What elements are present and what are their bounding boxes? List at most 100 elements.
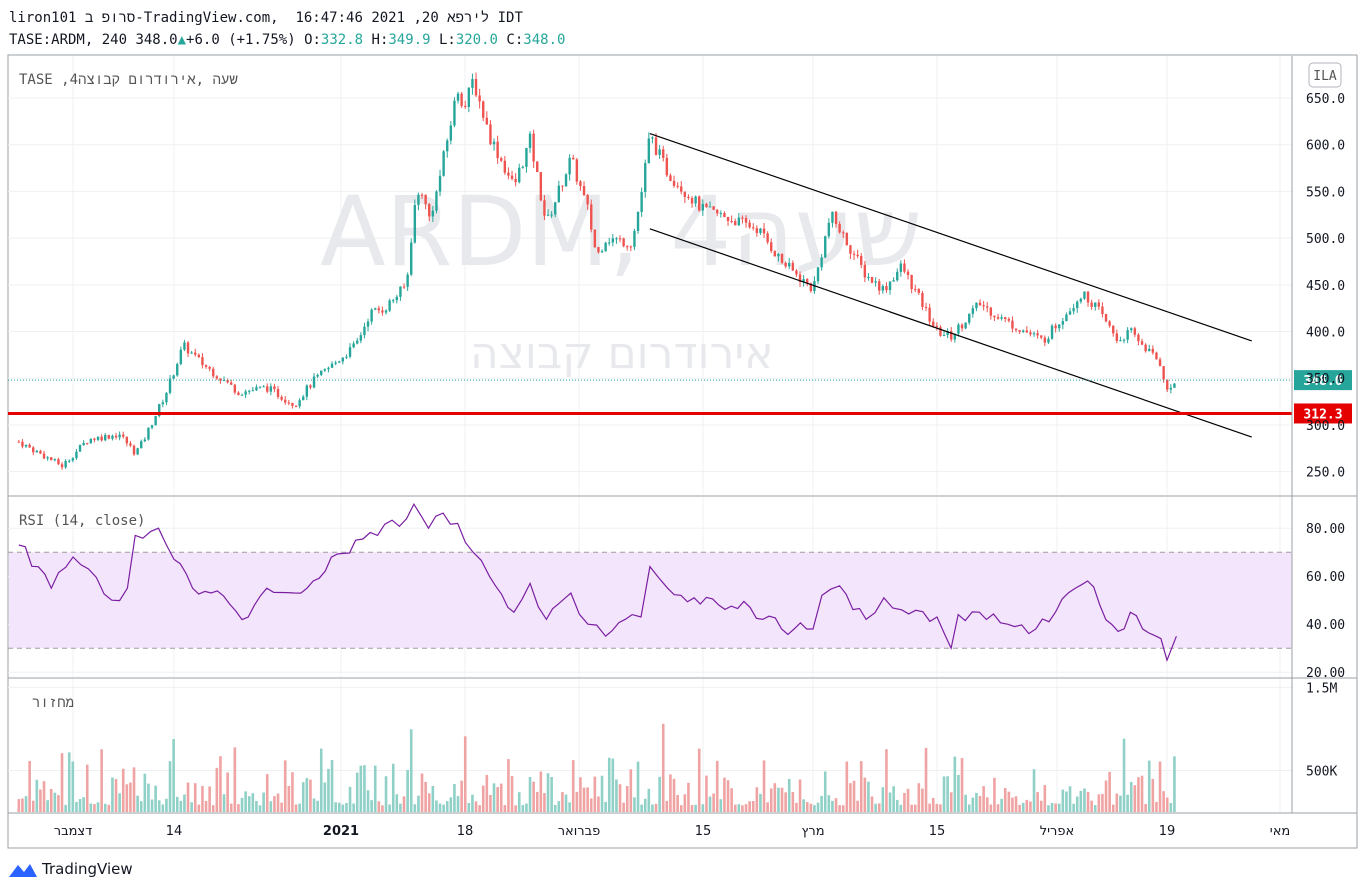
candle-body: [327, 367, 330, 370]
volume-bar: [427, 793, 431, 812]
axes: דצמבר 14 2021 18 פברואר 15 מרץ 15 אפריל 19 מאי 250.…: [54, 92, 1345, 839]
volume-bar: [701, 804, 705, 812]
volume-bar: [445, 801, 449, 812]
candle-body: [309, 385, 312, 388]
volume-bar: [190, 802, 193, 812]
volume-bar: [359, 765, 363, 812]
candle-body: [431, 210, 435, 217]
volume-bar: [291, 772, 294, 812]
candle-body: [330, 363, 334, 368]
price-axis-label: 550.0: [1306, 185, 1345, 200]
volume-bar: [53, 792, 57, 812]
currency-badge[interactable]: [1308, 62, 1342, 88]
candle-body: [1090, 302, 1093, 307]
candle-body: [183, 342, 186, 350]
candle-body: [482, 101, 485, 118]
volume-bar: [226, 772, 229, 812]
volume-bar: [795, 802, 798, 812]
candle-body: [759, 228, 762, 233]
candle-body: [194, 352, 197, 355]
candle-body: [89, 438, 93, 444]
volume-bar: [280, 802, 283, 812]
volume-bar: [366, 790, 370, 812]
volume-bar: [899, 804, 903, 812]
volume-bar: [809, 803, 813, 812]
volume-bar: [885, 749, 888, 812]
candle-body: [1166, 379, 1169, 390]
candle-body: [140, 441, 143, 449]
volume-bar: [784, 792, 787, 812]
volume-bar: [129, 782, 132, 812]
candle-body: [255, 387, 258, 391]
volume-bar: [600, 775, 604, 812]
candle-body: [564, 174, 568, 187]
volume-bar: [751, 801, 755, 812]
candle-body: [964, 322, 967, 329]
candle-body: [723, 213, 726, 217]
close-label: C:: [506, 32, 524, 48]
candle-body: [291, 402, 294, 406]
candle-body: [132, 445, 136, 455]
tradingview-logo[interactable]: TradingView: [8, 860, 133, 878]
candle-body: [582, 186, 586, 196]
volume-bar: [762, 760, 766, 812]
time-axis-label: 19: [1159, 824, 1176, 839]
volume-bar: [229, 803, 233, 812]
candle-body: [849, 245, 852, 254]
candle-body: [1144, 344, 1147, 352]
volume-bar: [481, 785, 485, 812]
candle-body: [1104, 314, 1108, 322]
open-value: 332.8: [320, 32, 364, 48]
candle-body: [294, 405, 298, 407]
candle-body: [500, 158, 503, 161]
candle-body: [953, 333, 957, 340]
candle-body: [550, 214, 553, 216]
volume-bar: [269, 801, 273, 812]
candle-body: [467, 87, 471, 107]
volume-bar: [373, 765, 377, 812]
candle-body: [1155, 352, 1158, 360]
candle-body: [57, 459, 60, 465]
volume-bar: [705, 775, 708, 812]
volume-bar: [1000, 798, 1003, 812]
candle-body: [568, 157, 571, 175]
candle-body: [543, 200, 546, 216]
candle-body: [1040, 335, 1043, 338]
volume-bar: [1018, 804, 1021, 812]
volume-bar: [852, 780, 856, 812]
volume-bar: [953, 756, 957, 812]
volume-bar: [949, 792, 953, 812]
volume-bar: [453, 783, 456, 812]
volume-bar: [1097, 794, 1101, 812]
volume-bar: [996, 804, 1000, 812]
volume-bar: [661, 723, 665, 812]
candle-body: [298, 400, 301, 407]
candle-body: [446, 140, 449, 152]
candle-body: [694, 196, 697, 204]
volume-bar: [197, 804, 201, 812]
volume-bar: [586, 787, 589, 812]
candle-body: [680, 186, 683, 192]
volume-bar: [535, 791, 539, 812]
volume-bar: [575, 791, 579, 812]
candle-body: [1086, 291, 1090, 303]
volume-bar: [514, 805, 517, 812]
candle-body: [93, 438, 96, 440]
candle-body: [669, 175, 672, 181]
candle-body: [824, 236, 827, 258]
candle-body: [284, 399, 287, 403]
candle-body: [888, 281, 892, 291]
symbol-label: TASE:ARDM, 240: [9, 32, 128, 48]
candle-body: [370, 309, 373, 322]
volume-bar: [1043, 785, 1047, 812]
volume-bar: [582, 787, 586, 812]
volume-bar: [388, 804, 391, 812]
volume-bar: [651, 804, 654, 812]
volume-bar: [474, 801, 478, 812]
candle-body: [777, 253, 780, 257]
volume-bar: [424, 781, 427, 812]
candle-body: [489, 124, 492, 145]
candle-body: [1036, 333, 1039, 336]
candle-body: [698, 196, 701, 211]
